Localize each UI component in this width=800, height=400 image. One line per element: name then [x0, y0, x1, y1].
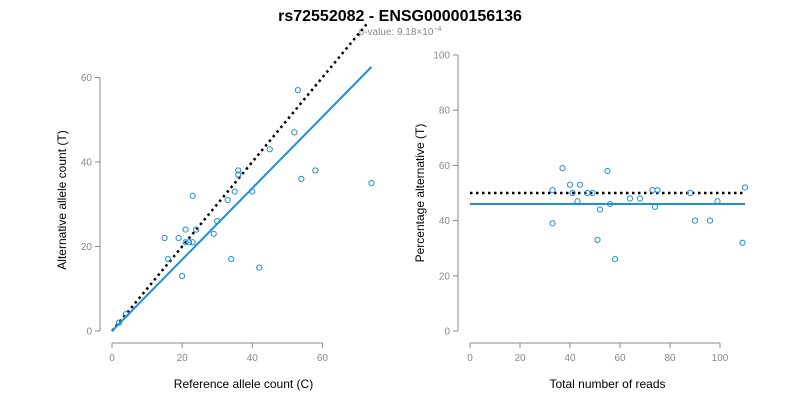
- left-data-point: [186, 239, 193, 246]
- left-data-point: [235, 171, 242, 178]
- left-data-point: [182, 239, 189, 246]
- left-x-tick-label: 60: [317, 353, 329, 364]
- right-x-axis-label: Total number of reads: [549, 377, 665, 391]
- right-y-tick-label: 60: [439, 161, 451, 172]
- left-x-tick-label: 20: [177, 353, 189, 364]
- right-y-axis-label: Percentage alternative (T): [413, 124, 427, 263]
- left-data-point: [294, 87, 301, 94]
- left-x-tick-label: 0: [109, 353, 115, 364]
- left-data-point: [179, 272, 186, 280]
- chart-title: rs72552082 - ENSG00000156136: [278, 8, 522, 25]
- right-data-point: [739, 239, 746, 246]
- left-scatter-plot: 0 20 40 60 0 20 40 60 Reference allele count (C)…: [55, 21, 375, 391]
- right-data-point: [574, 198, 581, 205]
- right-data-point: [596, 206, 604, 213]
- right-y-tick-label: 100: [433, 51, 450, 62]
- left-data-point: [193, 226, 200, 233]
- left-data-point: [228, 256, 235, 263]
- left-data-point: [214, 218, 221, 225]
- left-data-point: [165, 256, 172, 263]
- right-data-point: [651, 203, 659, 210]
- left-data-point: [161, 234, 168, 242]
- right-data-point: [559, 165, 566, 172]
- right-y-tick-label: 80: [439, 106, 451, 117]
- right-data-point: [576, 181, 584, 188]
- chart-subtitle: p-value: 9.18×10−4: [359, 26, 442, 38]
- left-data-point: [224, 196, 231, 204]
- right-data-point: [686, 189, 694, 197]
- left-y-tick-label: 60: [81, 73, 93, 84]
- p-value-exponent: −4: [433, 26, 441, 33]
- left-data-point: [122, 310, 130, 318]
- right-y-tick-label: 40: [439, 216, 451, 227]
- left-y-axis-label: Alternative allele count (T): [55, 130, 69, 269]
- right-x-tick-label: 100: [712, 353, 729, 364]
- right-x-tick-label: 20: [514, 353, 526, 364]
- right-x-tick-label: 0: [467, 353, 473, 364]
- left-data-point: [115, 319, 123, 326]
- left-data-point: [266, 146, 273, 153]
- right-data-point: [606, 200, 614, 208]
- left-data-point: [249, 188, 256, 195]
- right-data-point: [566, 181, 574, 188]
- right-data-point: [654, 187, 661, 194]
- left-y-tick-label: 20: [81, 242, 93, 253]
- left-data-point: [231, 188, 238, 195]
- right-data-point: [706, 217, 714, 224]
- right-y-tick-label: 20: [439, 271, 451, 282]
- right-data-point: [714, 198, 721, 205]
- right-x-tick-label: 80: [664, 353, 676, 364]
- left-data-point: [291, 129, 298, 136]
- right-data-point: [569, 189, 576, 197]
- right-x-tick-label: 40: [564, 353, 576, 364]
- right-scatter-plot: 0 20 40 60 80 100 0 20 40 60 80 100 Total number of …: [413, 51, 749, 391]
- left-data-point: [189, 239, 196, 246]
- left-data-point: [298, 175, 305, 182]
- left-y-tick-label: 40: [81, 157, 93, 168]
- left-data-point: [256, 264, 263, 271]
- left-x-tick-label: 40: [247, 353, 259, 364]
- right-data-point: [604, 167, 611, 175]
- left-data-point: [175, 234, 182, 242]
- right-data-point: [549, 187, 556, 194]
- right-data-point: [589, 189, 596, 197]
- right-data-point: [549, 220, 556, 227]
- right-data-point: [594, 236, 601, 244]
- left-data-point: [210, 230, 217, 237]
- right-data-point: [636, 195, 644, 202]
- right-data-point: [691, 217, 699, 224]
- left-data-point: [235, 167, 242, 174]
- right-data-point: [611, 256, 619, 263]
- left-data-point: [189, 192, 196, 199]
- p-value-label: p-value: 9.18×10: [359, 27, 434, 38]
- left-fit-line: [111, 66, 373, 332]
- left-y-tick-label: 0: [86, 327, 92, 338]
- left-data-point: [368, 179, 375, 187]
- left-data-point: [182, 226, 189, 233]
- right-x-tick-label: 60: [614, 353, 626, 364]
- right-data-point: [626, 195, 634, 202]
- right-y-tick-label: 0: [444, 327, 450, 338]
- right-data-point: [741, 184, 749, 191]
- left-x-axis-label: Reference allele count (C): [174, 377, 313, 391]
- left-data-point: [312, 167, 319, 174]
